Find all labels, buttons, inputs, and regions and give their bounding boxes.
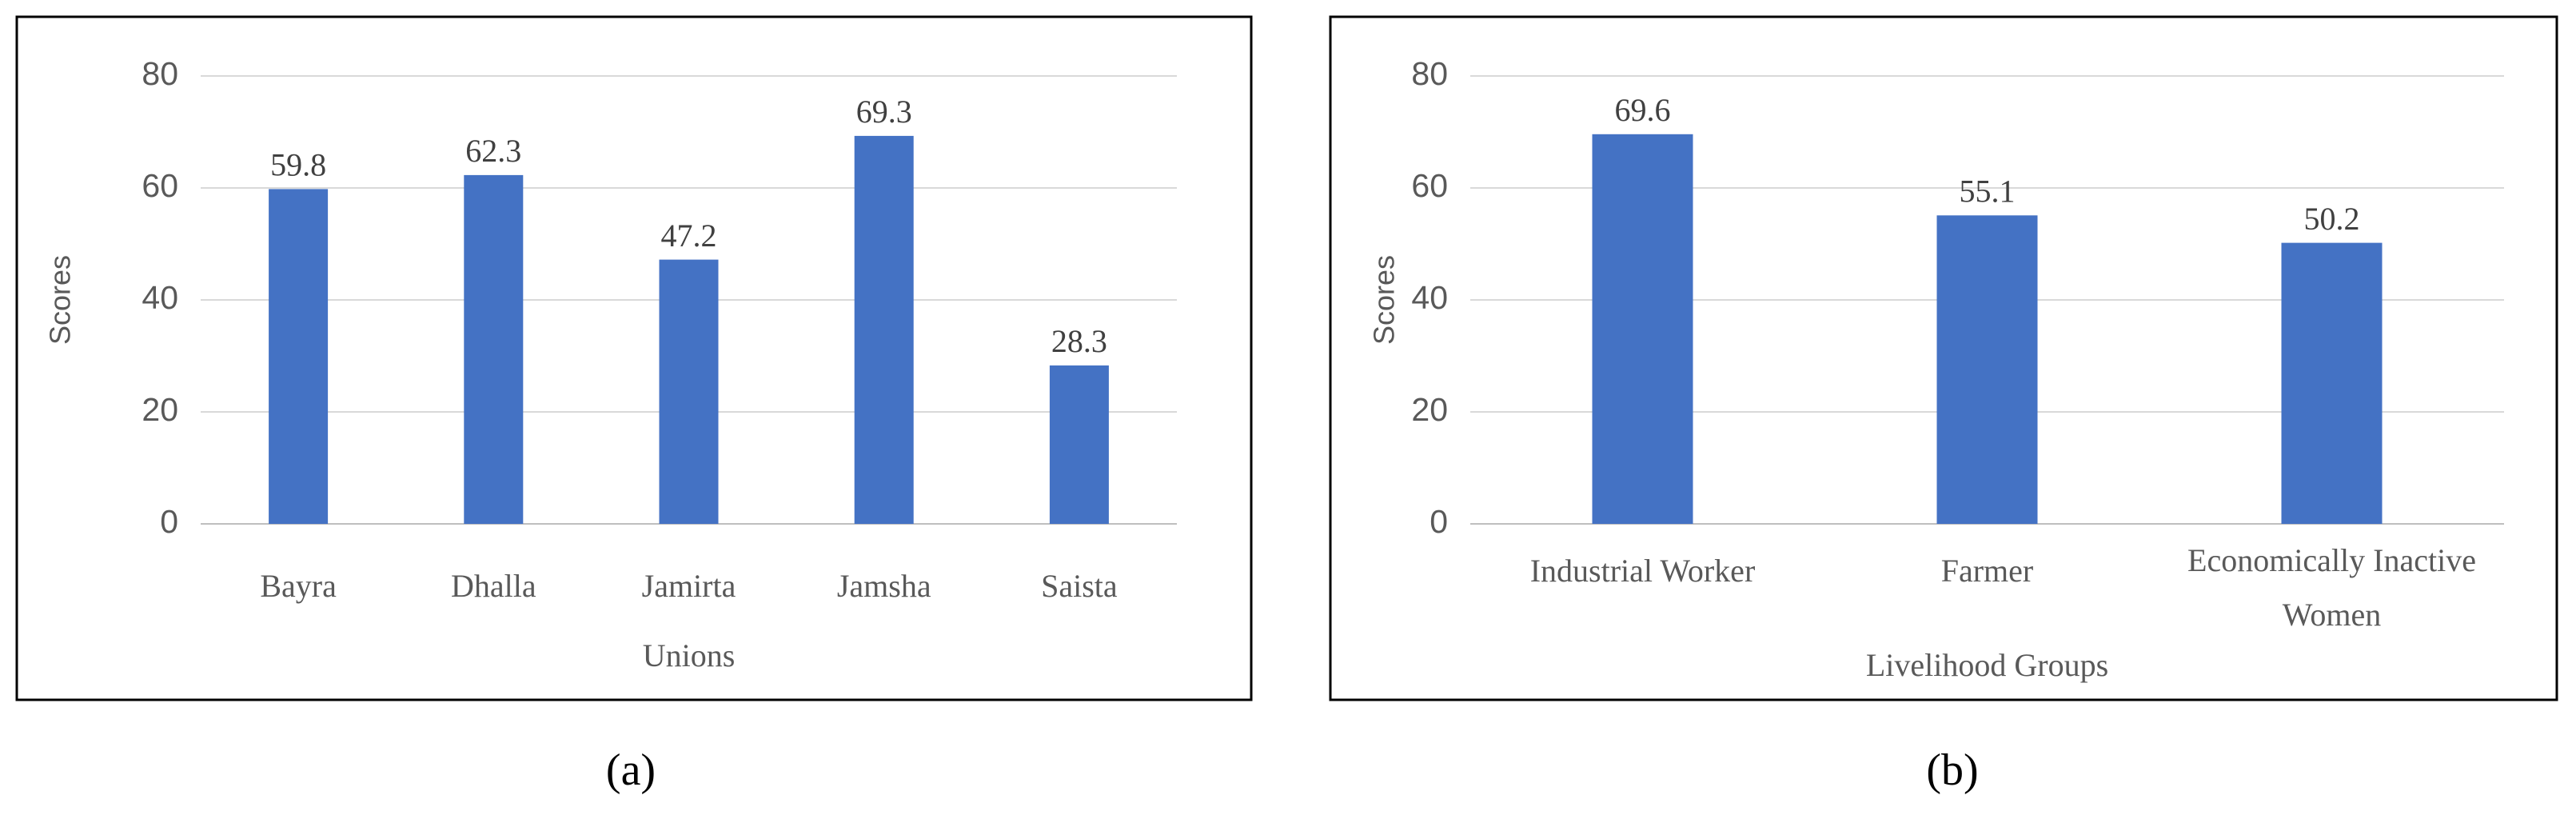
y-tick-label: 60 (1411, 167, 1448, 204)
x-tick-label: Economically Inactive Women (2187, 542, 2476, 633)
y-tick-label: 60 (142, 167, 178, 204)
x-tick-label: Jamsha (837, 568, 931, 604)
x-tick-label: Bayra (260, 568, 337, 604)
value-label: 47.2 (661, 218, 717, 254)
chart-frame (15, 15, 1253, 701)
x-axis-title: Unions (643, 637, 736, 673)
value-label: 28.3 (1051, 323, 1107, 359)
bar (269, 189, 329, 524)
bar (854, 135, 914, 524)
bar (1936, 215, 2038, 524)
x-tick-label: Industrial Worker (1530, 553, 1756, 589)
bar (659, 259, 719, 524)
value-label: 59.8 (270, 147, 326, 183)
value-label: 50.2 (2304, 201, 2360, 237)
y-tick-label: 80 (142, 55, 178, 92)
bar (2281, 242, 2383, 524)
y-axis-title: Scores (1368, 255, 1401, 345)
value-label: 69.6 (1615, 92, 1671, 128)
y-tick-label: 20 (1411, 391, 1448, 428)
x-tick-label-line: Economically Inactive (2187, 542, 2476, 578)
y-tick-label: 20 (142, 391, 178, 428)
value-label: 69.3 (856, 94, 912, 130)
x-tick-label-line: Women (2283, 597, 2381, 633)
value-label: 62.3 (465, 133, 521, 169)
bar (464, 174, 524, 524)
x-tick-label: Dhalla (451, 568, 536, 604)
bar (1592, 134, 1693, 525)
x-tick-label: Farmer (1941, 553, 2034, 589)
panel-label: (a) (606, 745, 656, 795)
panel-label: (b) (1926, 745, 1978, 795)
x-axis-title: Livelihood Groups (1866, 647, 2108, 683)
x-tick-label: Jamirta (642, 568, 736, 604)
y-tick-label: 40 (142, 279, 178, 316)
chart-frame (1329, 15, 2558, 701)
y-tick-label: 80 (1411, 55, 1448, 92)
x-tick-label: Saista (1041, 568, 1118, 604)
y-tick-label: 40 (1411, 279, 1448, 316)
bar (1049, 365, 1109, 524)
value-label: 55.1 (1960, 173, 2016, 209)
y-tick-label: 0 (1430, 503, 1448, 540)
y-axis-title: Scores (44, 255, 77, 345)
y-tick-label: 0 (160, 503, 178, 540)
